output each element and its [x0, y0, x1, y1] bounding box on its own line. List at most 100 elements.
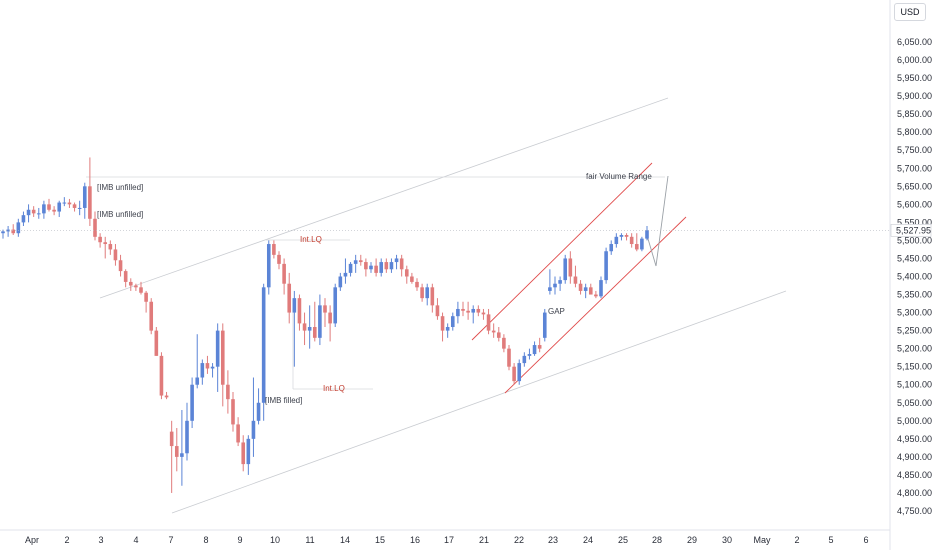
candle-body: [645, 230, 649, 239]
candle-body: [307, 327, 312, 331]
candle-body: [624, 235, 629, 237]
candle-body: [220, 330, 225, 385]
candle-body: [246, 438, 251, 465]
price-tick-label: 5,150.00: [897, 362, 932, 372]
price-tick-label: 4,950.00: [897, 434, 932, 444]
candle-body: [169, 431, 174, 447]
candle-body: [318, 305, 322, 338]
candle-body: [404, 269, 409, 277]
price-tick-label: 5,100.00: [897, 380, 932, 390]
price-tick-label: 5,200.00: [897, 344, 932, 354]
candle-body: [343, 272, 348, 277]
candle-body: [6, 229, 10, 232]
candle-body: [348, 263, 353, 273]
date-tick-label: 8: [203, 535, 208, 545]
candle-body: [384, 262, 389, 270]
candle-body: [634, 244, 639, 250]
candle-body: [190, 384, 194, 421]
date-tick-label: 30: [722, 535, 732, 545]
date-tick-label: 28: [652, 535, 662, 545]
candle-body: [185, 420, 189, 454]
price-tick-label: 5,800.00: [897, 127, 932, 137]
candle-body: [369, 265, 373, 270]
candle-body: [123, 271, 128, 282]
candle-body: [93, 218, 97, 237]
price-tick-label: 4,900.00: [897, 452, 932, 462]
date-tick-label: 6: [863, 535, 868, 545]
price-tick-label: 5,650.00: [897, 181, 932, 191]
candle-body: [583, 287, 588, 291]
candle-body: [62, 202, 67, 204]
date-tick-label: 2: [794, 535, 799, 545]
candle-body: [118, 260, 123, 272]
time-axis: Apr 2 3 4 7 8 9 10 11 14 15 16 17 21 22 23 24 25 28 29 30 May…: [0, 529, 890, 545]
candle-body: [292, 298, 297, 313]
price-tick-label: 5,350.00: [897, 290, 932, 300]
candle-body: [619, 235, 624, 237]
candle-body: [640, 238, 644, 250]
date-tick-label: 15: [375, 535, 385, 545]
date-tick-label: 10: [270, 535, 280, 545]
candle-body: [629, 236, 634, 245]
price-tick-label: 4,750.00: [897, 506, 932, 516]
candle-body: [144, 292, 148, 302]
price-tick-label: 5,050.00: [897, 398, 932, 408]
candle-body: [42, 204, 46, 214]
annotation-label: GAP: [548, 307, 565, 316]
candle-body: [154, 330, 159, 356]
date-tick-label: 22: [514, 535, 524, 545]
candle-body: [553, 283, 557, 288]
candle-body: [261, 287, 266, 403]
candle-body: [26, 209, 31, 216]
annotation-label: Int.LQ: [323, 384, 345, 393]
annotation-label: Int.LQ: [300, 235, 322, 244]
candle-body: [236, 424, 240, 443]
lower-trend-line: [171, 290, 787, 514]
candle-body: [420, 287, 424, 299]
candle-body: [461, 308, 465, 311]
date-tick-label: 16: [410, 535, 420, 545]
price-tick-label: 5,600.00: [897, 199, 932, 209]
projection-path: [645, 175, 669, 267]
candle-body: [82, 186, 87, 208]
date-tick-label: 2: [64, 535, 69, 545]
channel-upper-line: [471, 162, 653, 341]
candle-body: [548, 287, 552, 291]
price-tick-label: 4,800.00: [897, 488, 932, 498]
candle-body: [57, 202, 62, 212]
candle-body: [11, 229, 16, 234]
price-tick-label: 5,400.00: [897, 272, 932, 282]
candle-body: [594, 294, 598, 297]
candle-body: [588, 287, 593, 295]
candle-body: [471, 308, 476, 313]
candle-body: [251, 420, 256, 439]
candle-body: [200, 363, 205, 378]
candle-body: [425, 287, 430, 299]
date-tick-label: 11: [305, 535, 314, 545]
candle-body: [272, 244, 276, 255]
candle-body: [36, 213, 41, 215]
candle-body: [266, 244, 271, 288]
candle-body: [16, 222, 21, 234]
candle-body: [231, 399, 235, 425]
candle-body: [507, 348, 511, 367]
candle-body: [77, 207, 82, 209]
candle-body: [282, 263, 286, 284]
candle-body: [328, 312, 332, 324]
price-tick-label: 5,250.00: [897, 326, 932, 336]
candle-body: [578, 283, 583, 291]
candle-body: [537, 345, 542, 349]
candle-body: [180, 453, 184, 457]
currency-button[interactable]: USD: [894, 3, 926, 21]
date-tick-label: 24: [583, 535, 593, 545]
date-tick-label: 5: [828, 535, 833, 545]
candle-body: [302, 323, 307, 331]
candle-body: [88, 186, 92, 219]
annotation-label: [IMB unfilled]: [97, 210, 143, 219]
date-tick-label: 14: [340, 535, 350, 545]
price-tick-label: 5,450.00: [897, 253, 932, 263]
candle-body: [502, 337, 506, 349]
price-tick-label: 5,500.00: [897, 235, 932, 245]
price-tick-label: 4,850.00: [897, 470, 932, 480]
